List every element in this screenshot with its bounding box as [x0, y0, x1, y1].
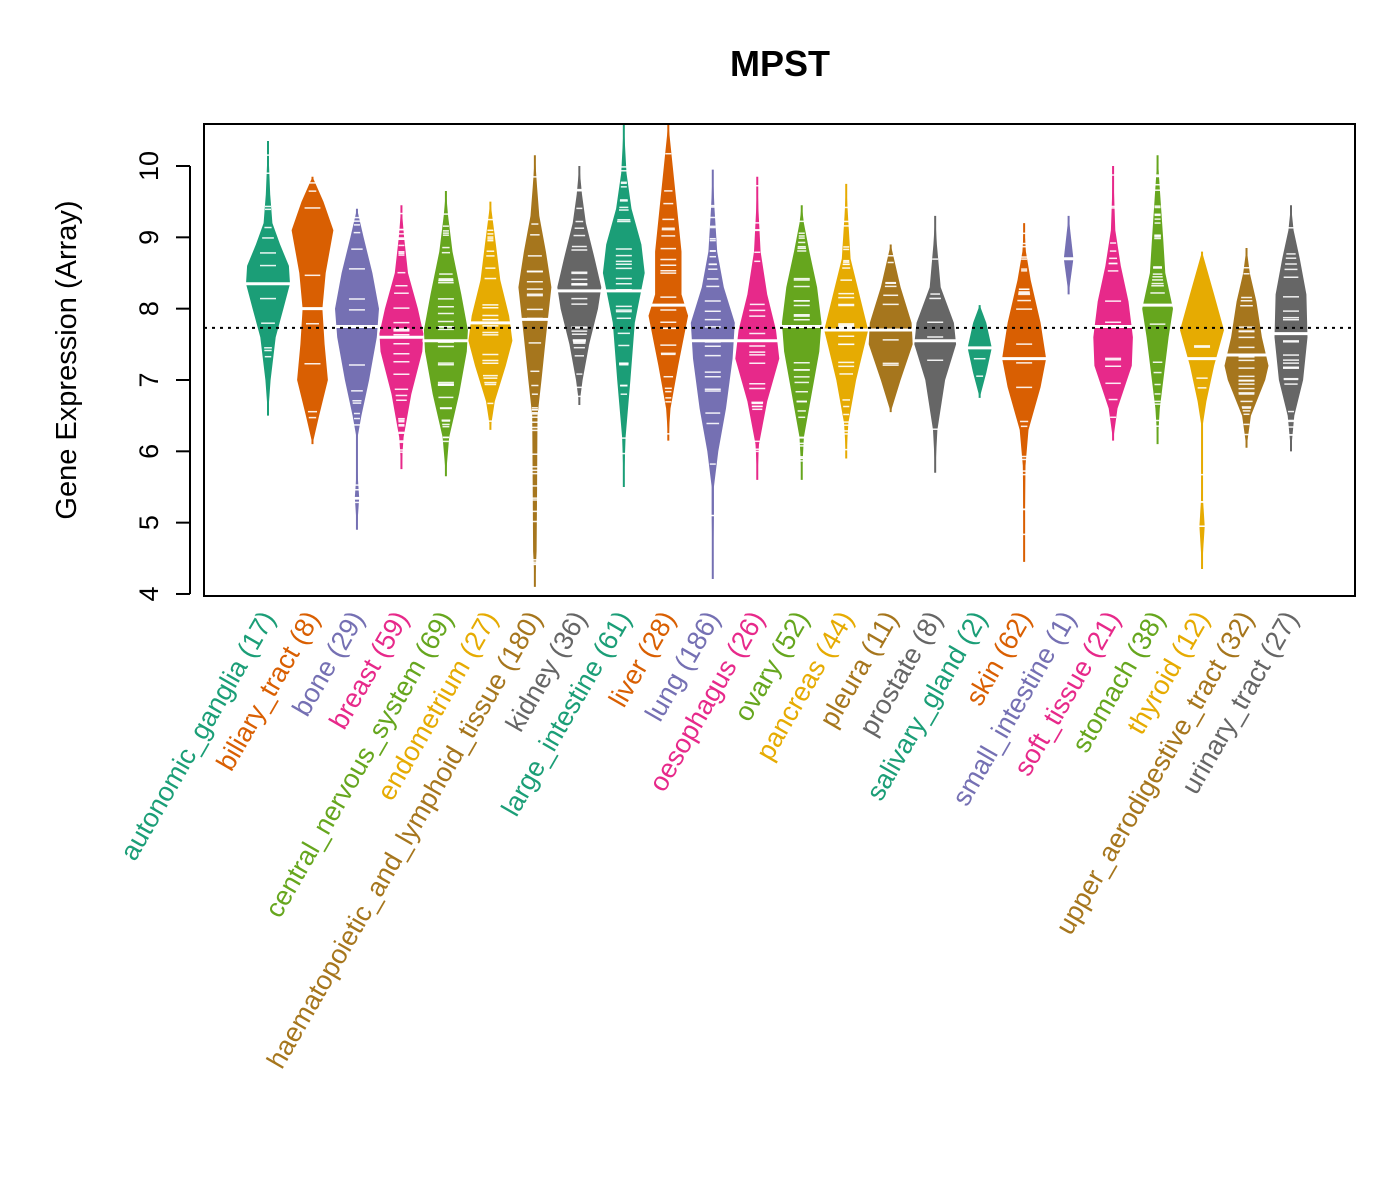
violin-soft-tissue — [1092, 166, 1134, 441]
violin-body — [868, 244, 913, 413]
violin-thyroid — [1180, 251, 1224, 570]
violin-bone — [334, 208, 380, 530]
violin-biliary-tract — [291, 176, 334, 445]
violin-ovary — [780, 205, 824, 480]
x-axis-labels: autonomic_ganglia (17)biliary_tract (8)b… — [114, 606, 1304, 1073]
violin-body — [824, 183, 869, 459]
violin-stomach — [1140, 155, 1175, 445]
violin-small-intestine — [1060, 215, 1077, 295]
violin-body — [335, 208, 379, 441]
violin-body — [1274, 205, 1308, 452]
y-tick-label: 5 — [134, 515, 164, 530]
violin-body — [1142, 155, 1173, 445]
violin-pancreas — [822, 183, 871, 459]
chart-title: MPST — [730, 43, 830, 84]
violin-salivary-gland — [965, 305, 994, 398]
violin-large-intestine — [602, 123, 645, 487]
violin-skin — [1000, 223, 1049, 562]
violin-body — [1093, 166, 1133, 441]
violin-endometrium — [468, 201, 513, 430]
y-axis-label: Gene Expression (Array) — [51, 200, 83, 519]
violin-liver — [648, 123, 689, 441]
plot-frame — [203, 123, 1356, 597]
y-tick-label: 6 — [134, 444, 164, 459]
violin-body — [781, 205, 822, 480]
y-tick-label: 10 — [134, 151, 164, 181]
violin-body — [291, 176, 334, 445]
y-axis: 4 5 6 7 8 9 10 — [134, 151, 191, 601]
violin-kidney — [555, 166, 603, 405]
y-tick-label: 8 — [134, 301, 164, 316]
violin-body — [602, 123, 645, 487]
violin-body — [246, 141, 290, 416]
violin-lung — [689, 169, 736, 581]
violin-autonomic-ganglia — [244, 141, 292, 416]
violin-urinary-tract — [1272, 205, 1310, 452]
violin-body — [1002, 223, 1047, 562]
violin-prostate — [912, 215, 958, 473]
violin-body — [1063, 215, 1074, 295]
y-tick-label: 4 — [134, 586, 164, 601]
violin-upper-aerodigestive-tract — [1224, 248, 1269, 448]
violin-body — [914, 215, 957, 473]
violin-pleura — [867, 244, 914, 413]
y-tick-label: 7 — [134, 372, 164, 387]
violin-haematopoietic-and-lymphoid-tissue — [518, 155, 552, 587]
violin-body — [967, 305, 992, 398]
y-tick-label: 9 — [134, 230, 164, 245]
violin-central-nervous-system — [422, 190, 470, 477]
violin-body — [423, 191, 468, 477]
violins-group — [244, 123, 1310, 587]
violin-body — [648, 123, 689, 441]
violin-breast — [377, 205, 426, 470]
violin-body — [690, 169, 735, 580]
violin-body — [1180, 251, 1224, 430]
